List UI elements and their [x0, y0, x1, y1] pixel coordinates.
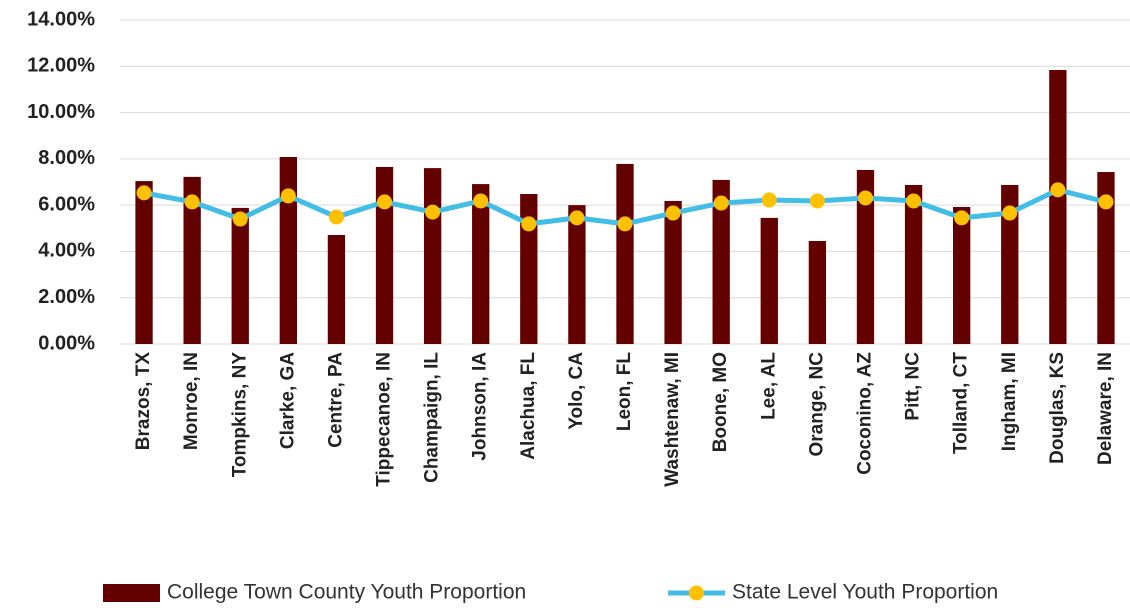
- x-tick-label: Brazos, TX: [133, 352, 154, 451]
- bar: [472, 184, 490, 344]
- bar: [664, 200, 682, 344]
- y-tick-label: 0.00%: [38, 332, 95, 354]
- bar: [953, 206, 971, 344]
- y-tick-label: 6.00%: [38, 193, 95, 215]
- marker: [617, 216, 633, 232]
- bar: [327, 234, 346, 344]
- bar: [520, 194, 538, 344]
- bar: [423, 168, 442, 344]
- marker: [521, 216, 537, 232]
- y-tick-label: 14.00%: [27, 8, 95, 30]
- bar: [568, 205, 586, 344]
- marker: [473, 193, 489, 209]
- x-tick-label: Boone, MO: [710, 352, 731, 452]
- marker: [1002, 205, 1018, 221]
- legend-swatch: [103, 584, 160, 602]
- marker: [136, 185, 152, 201]
- bar: [712, 179, 730, 344]
- marker: [184, 194, 200, 210]
- legend-label: College Town County Youth Proportion: [167, 581, 526, 604]
- marker: [1050, 182, 1066, 198]
- bar: [760, 217, 778, 344]
- marker: [425, 204, 441, 220]
- x-tick-label: Tippecanoe, IN: [374, 352, 395, 487]
- x-tick-label: Washtenaw, MI: [662, 352, 683, 487]
- x-tick-label: Alachua, FL: [518, 352, 539, 460]
- bar: [231, 207, 249, 344]
- x-tick-label: Yolo, CA: [566, 352, 587, 430]
- bar: [808, 241, 827, 344]
- marker: [857, 190, 873, 206]
- marker: [328, 209, 344, 225]
- y-tick-label: 10.00%: [27, 101, 95, 123]
- x-tick-label: Lee, AL: [758, 352, 779, 420]
- x-tick-label: Tolland, CT: [951, 352, 972, 454]
- x-tick-label: Ingham, MI: [999, 352, 1020, 451]
- marker: [906, 193, 922, 209]
- x-tick-label: Coconino, AZ: [854, 352, 875, 475]
- marker: [809, 193, 825, 209]
- bar: [375, 166, 394, 344]
- x-tick-label: Delaware, IN: [1095, 352, 1116, 465]
- marker: [232, 211, 248, 227]
- bar: [279, 157, 297, 344]
- marker: [761, 192, 777, 208]
- bar: [1049, 69, 1067, 344]
- x-tick-label: Clarke, GA: [277, 352, 298, 449]
- legend-marker: [689, 585, 704, 601]
- x-tick-label: Leon, FL: [614, 352, 635, 432]
- marker: [280, 188, 296, 204]
- bar: [856, 169, 875, 344]
- x-tick-label: Johnson, IA: [470, 352, 491, 461]
- y-tick-label: 2.00%: [38, 286, 95, 308]
- x-tick-label: Centre, PA: [325, 352, 346, 448]
- bar: [1097, 172, 1115, 344]
- x-tick-label: Orange, NC: [806, 352, 827, 457]
- marker: [954, 210, 970, 226]
- bar: [135, 181, 153, 344]
- bar: [1001, 185, 1019, 344]
- x-tick-label: Tompkins, NY: [229, 352, 250, 478]
- x-tick-label: Champaign, IL: [422, 352, 443, 483]
- marker: [377, 194, 393, 210]
- y-tick-label: 12.00%: [27, 55, 95, 77]
- bar: [904, 185, 923, 344]
- bar: [616, 163, 634, 344]
- marker: [713, 195, 729, 211]
- x-tick-label: Douglas, KS: [1047, 352, 1068, 464]
- x-tick-label: Pitt, NC: [903, 352, 924, 421]
- marker: [569, 210, 585, 226]
- legend-label: State Level Youth Proportion: [732, 581, 998, 604]
- y-tick-label: 4.00%: [38, 240, 95, 262]
- bar: [183, 176, 201, 344]
- x-tick-label: Monroe, IN: [181, 352, 202, 450]
- marker: [665, 205, 681, 221]
- marker: [1098, 194, 1114, 210]
- y-tick-label: 8.00%: [38, 147, 95, 169]
